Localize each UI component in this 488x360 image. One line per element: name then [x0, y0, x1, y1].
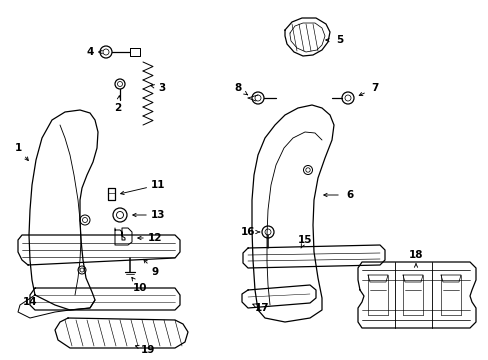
Text: 10: 10 [132, 283, 147, 293]
Text: 6: 6 [346, 190, 353, 200]
Text: 9: 9 [151, 267, 158, 277]
Text: 14: 14 [22, 297, 37, 307]
Text: 1: 1 [14, 143, 21, 153]
Text: 3: 3 [158, 83, 165, 93]
Text: 13: 13 [150, 210, 165, 220]
Text: 11: 11 [150, 180, 165, 190]
Text: 16: 16 [240, 227, 255, 237]
Text: 2: 2 [114, 103, 122, 113]
Text: 15: 15 [297, 235, 312, 245]
Text: 5: 5 [336, 35, 343, 45]
Text: 12: 12 [147, 233, 162, 243]
Text: 18: 18 [408, 250, 423, 260]
Text: 8: 8 [234, 83, 241, 93]
Text: 17: 17 [254, 303, 269, 313]
Text: 7: 7 [370, 83, 378, 93]
Text: 19: 19 [141, 345, 155, 355]
Text: 4: 4 [86, 47, 94, 57]
